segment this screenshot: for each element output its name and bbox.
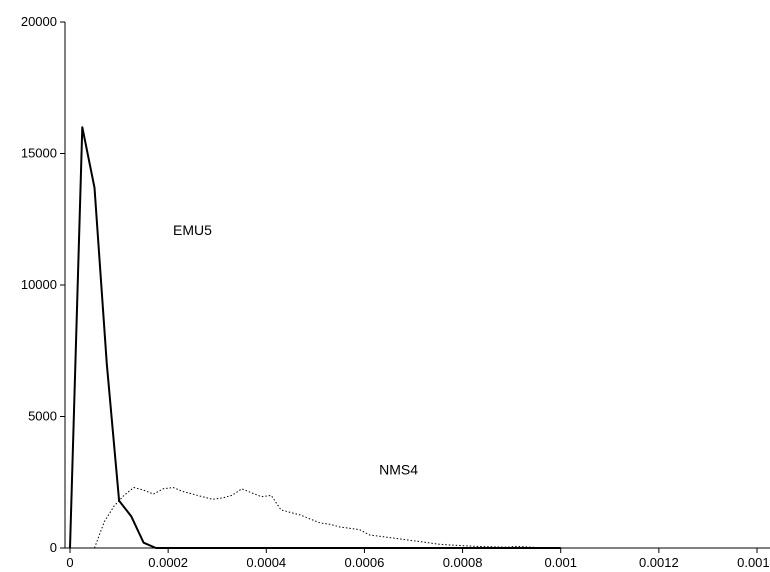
y-tick-label: 20000 [21,14,57,29]
x-tick-label: 0.0008 [443,555,483,570]
x-tick-label: 0.0006 [345,555,385,570]
x-tick-label: 0.0012 [639,555,679,570]
series-label-emu5: EMU5 [173,222,212,238]
y-tick-label: 5000 [28,409,57,424]
x-tick-label: 0.0004 [246,555,286,570]
y-tick-label: 15000 [21,146,57,161]
x-tick-label: 0.0014 [737,555,770,570]
x-tick-label: 0 [66,555,73,570]
series [69,126,561,549]
x-tick-label: 0.001 [544,555,577,570]
x-tick-label: 0.0002 [148,555,188,570]
series-line-emu5 [69,126,561,549]
ticks: 0 5000 10000 15000 20000 0 0.0002 0.0004 0.0006 0… [21,14,770,570]
annotations: EMU5 NMS4 [173,222,418,477]
series-label-nms4: NMS4 [379,461,418,477]
y-tick-label: 10000 [21,277,57,292]
y-tick-label: 0 [50,540,57,555]
series-line-nms4 [94,487,561,549]
